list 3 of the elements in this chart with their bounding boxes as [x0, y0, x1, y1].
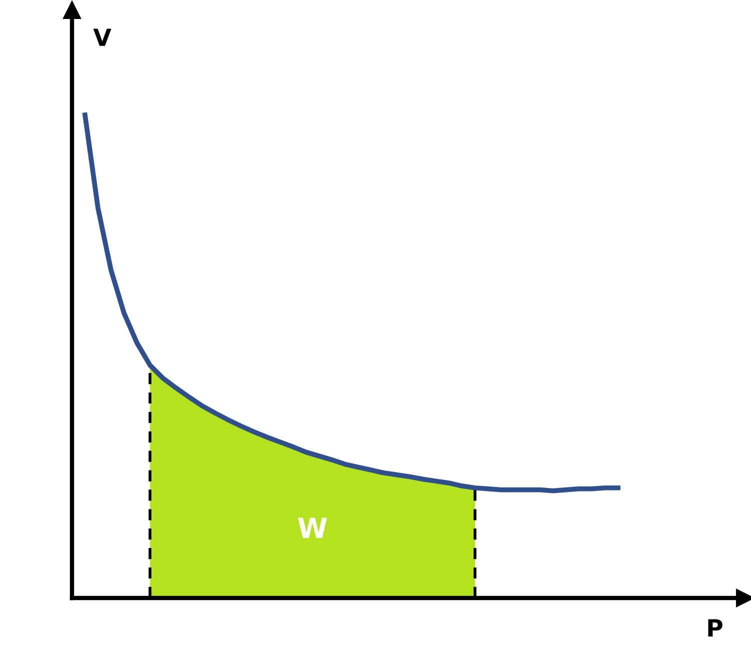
annotation: W [298, 518, 327, 538]
x-axis-title: P [708, 619, 722, 637]
y-axis-title: V [93, 28, 112, 46]
